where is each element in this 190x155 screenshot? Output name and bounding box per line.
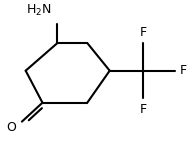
Text: $\mathregular{H_2N}$: $\mathregular{H_2N}$: [26, 3, 52, 18]
Text: F: F: [140, 26, 147, 39]
Text: F: F: [180, 64, 187, 77]
Text: O: O: [6, 121, 16, 134]
Text: F: F: [140, 103, 147, 116]
